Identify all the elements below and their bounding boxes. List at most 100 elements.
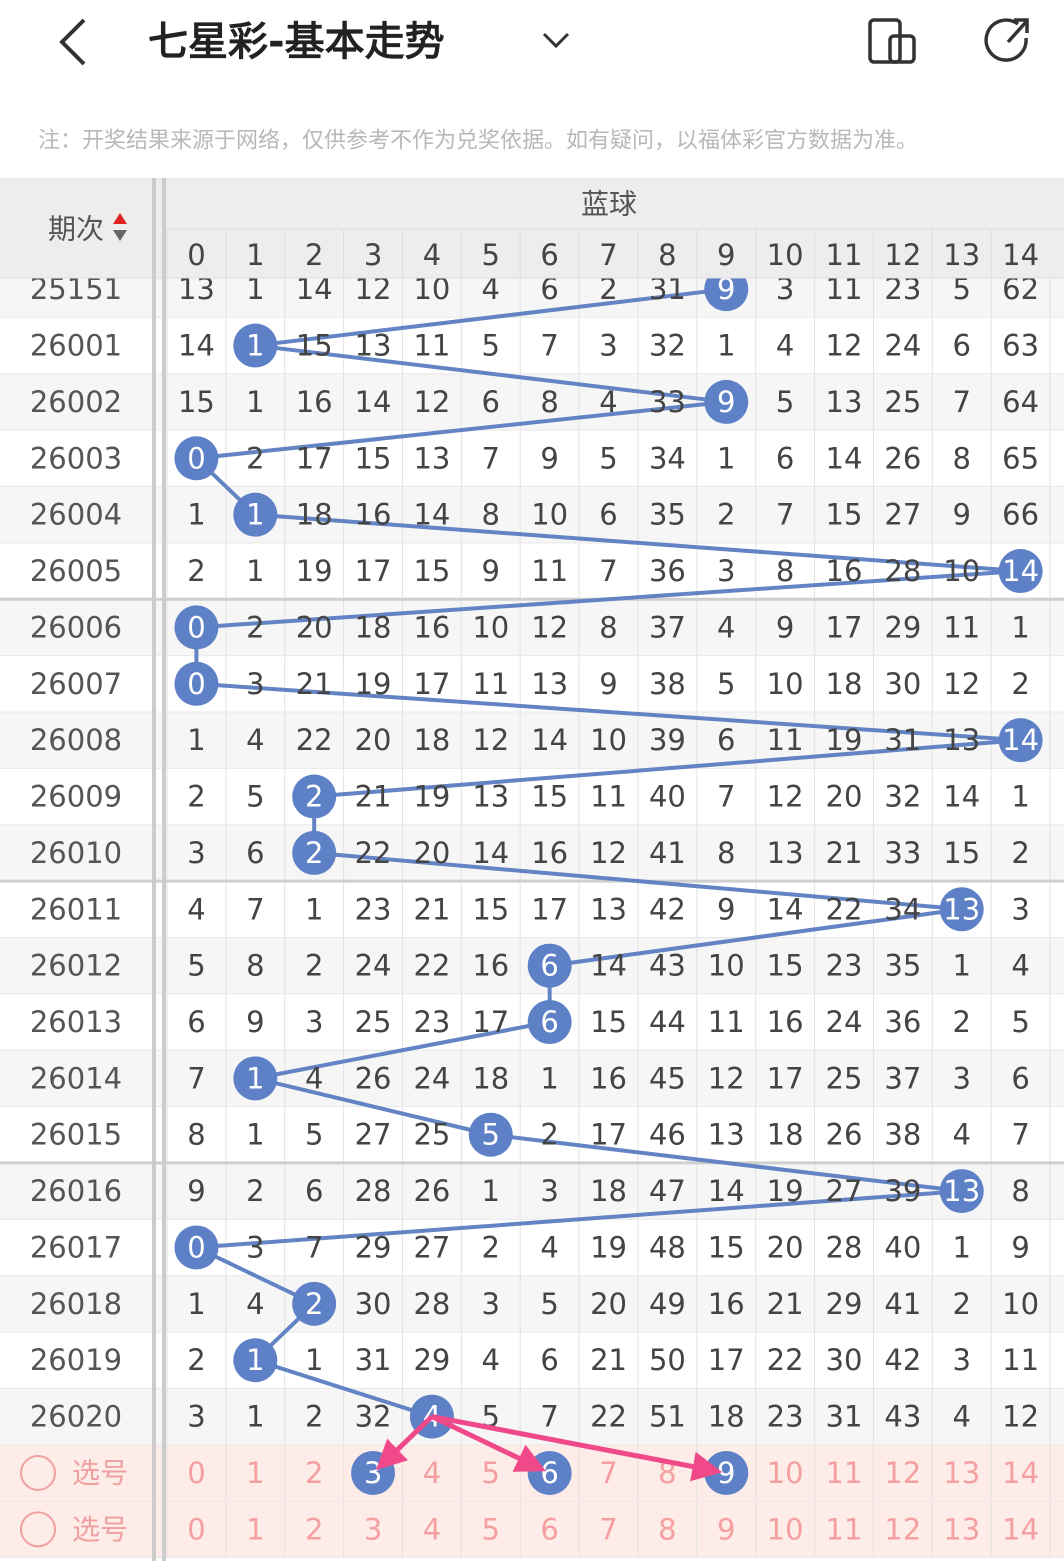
select-number[interactable]: 7 xyxy=(599,1512,617,1546)
cell: 3 xyxy=(246,1230,264,1264)
cell: 22 xyxy=(767,1343,804,1377)
cell: 30 xyxy=(884,667,921,701)
period: 26001 xyxy=(30,329,122,363)
cell: 6 xyxy=(776,441,794,475)
cell: 20 xyxy=(767,1230,804,1264)
cell: 16 xyxy=(826,554,863,588)
cell: 29 xyxy=(884,610,921,644)
group-header: 蓝球 xyxy=(581,188,637,221)
select-number[interactable]: 10 xyxy=(767,1456,804,1490)
cell: 51 xyxy=(649,1400,686,1434)
sort-up[interactable] xyxy=(113,213,127,224)
ball xyxy=(939,1169,984,1214)
cell: 17 xyxy=(590,1118,627,1152)
sort-down[interactable] xyxy=(113,230,127,241)
cell: 26 xyxy=(413,1174,450,1208)
period: 26013 xyxy=(30,1005,122,1039)
select-toggle[interactable] xyxy=(20,1511,56,1548)
select-number[interactable]: 7 xyxy=(599,1456,617,1490)
cell: 7 xyxy=(246,892,264,926)
cell: 20 xyxy=(826,780,863,814)
period: 26019 xyxy=(30,1343,122,1377)
select-number[interactable]: 4 xyxy=(423,1512,441,1546)
top-area: 七星彩-基本走势 注：开奖结果来源于网络，仅供参考不作为兑奖依据。如有疑问，以福… xyxy=(0,0,1064,279)
cell: 7 xyxy=(953,385,971,419)
select-number[interactable]: 4 xyxy=(423,1456,441,1490)
cell: 4 xyxy=(953,1400,971,1434)
select-number[interactable]: 11 xyxy=(826,1456,863,1490)
select-number[interactable]: 1 xyxy=(246,1456,264,1490)
period-header[interactable]: 期次 xyxy=(48,213,104,246)
ball xyxy=(468,1112,513,1157)
select-number[interactable]: 0 xyxy=(187,1456,205,1490)
select-number[interactable]: 8 xyxy=(658,1512,676,1546)
cell: 16 xyxy=(708,1287,745,1321)
cell: 15 xyxy=(767,949,804,983)
row-bg xyxy=(0,542,1064,600)
select-toggle[interactable] xyxy=(20,1454,56,1491)
select-number[interactable]: 13 xyxy=(943,1512,980,1546)
ball-number: 1 xyxy=(246,1061,264,1095)
select-number[interactable]: 5 xyxy=(482,1512,500,1546)
cell: 14 xyxy=(826,441,863,475)
cell: 20 xyxy=(590,1287,627,1321)
ball-number: 0 xyxy=(187,1230,205,1264)
select-number[interactable]: 9 xyxy=(717,1512,735,1546)
back-button[interactable] xyxy=(59,18,86,66)
select-number[interactable]: 10 xyxy=(767,1512,804,1546)
ball xyxy=(292,830,337,875)
select-number[interactable]: 1 xyxy=(246,1512,264,1546)
cell: 7 xyxy=(540,329,558,363)
select-number[interactable]: 14 xyxy=(1002,1456,1039,1490)
cell: 3 xyxy=(953,1343,971,1377)
cell: 41 xyxy=(649,836,686,870)
cell: 8 xyxy=(187,1118,205,1152)
dropdown[interactable] xyxy=(542,32,570,49)
cell: 11 xyxy=(1002,1343,1039,1377)
cell: 22 xyxy=(590,1400,627,1434)
select-number[interactable]: 0 xyxy=(187,1512,205,1546)
select-number[interactable]: 12 xyxy=(884,1456,921,1490)
share-icon[interactable] xyxy=(984,18,1029,62)
select-number[interactable]: 14 xyxy=(1002,1512,1039,1546)
cell: 27 xyxy=(413,1230,450,1264)
cell: 13 xyxy=(767,836,804,870)
select-number[interactable]: 2 xyxy=(305,1456,323,1490)
select-number[interactable]: 3 xyxy=(364,1512,382,1546)
cell: 2 xyxy=(953,1005,971,1039)
cell: 23 xyxy=(767,1400,804,1434)
cell: 13 xyxy=(708,1118,745,1152)
cell: 45 xyxy=(649,1061,686,1095)
select-number[interactable]: 5 xyxy=(482,1456,500,1490)
cell: 25 xyxy=(413,1118,450,1152)
cell: 47 xyxy=(649,1174,686,1208)
cell: 6 xyxy=(246,836,264,870)
cell: 5 xyxy=(187,949,205,983)
cell: 11 xyxy=(943,610,980,644)
cell: 13 xyxy=(826,385,863,419)
cell: 42 xyxy=(649,892,686,926)
select-number[interactable]: 12 xyxy=(884,1512,921,1546)
cell: 5 xyxy=(1011,1005,1029,1039)
cell: 36 xyxy=(649,554,686,588)
column-header: 3 xyxy=(364,238,382,272)
ball-number: 6 xyxy=(540,1005,558,1039)
select-number[interactable]: 6 xyxy=(540,1512,558,1546)
cell: 2 xyxy=(953,1287,971,1321)
period: 26008 xyxy=(30,723,122,757)
select-number[interactable]: 2 xyxy=(305,1512,323,1546)
layout-icon[interactable] xyxy=(868,18,916,64)
select-number[interactable]: 11 xyxy=(826,1512,863,1546)
cell: 10 xyxy=(590,723,627,757)
cell: 19 xyxy=(355,667,392,701)
cell: 6 xyxy=(540,1343,558,1377)
cell: 1 xyxy=(1011,780,1029,814)
cell: 20 xyxy=(355,723,392,757)
cell: 15 xyxy=(413,554,450,588)
cell: 26 xyxy=(355,1061,392,1095)
cell: 26 xyxy=(826,1118,863,1152)
cell: 10 xyxy=(708,949,745,983)
select-number[interactable]: 13 xyxy=(943,1456,980,1490)
cell: 7 xyxy=(482,441,500,475)
cell: 33 xyxy=(884,836,921,870)
